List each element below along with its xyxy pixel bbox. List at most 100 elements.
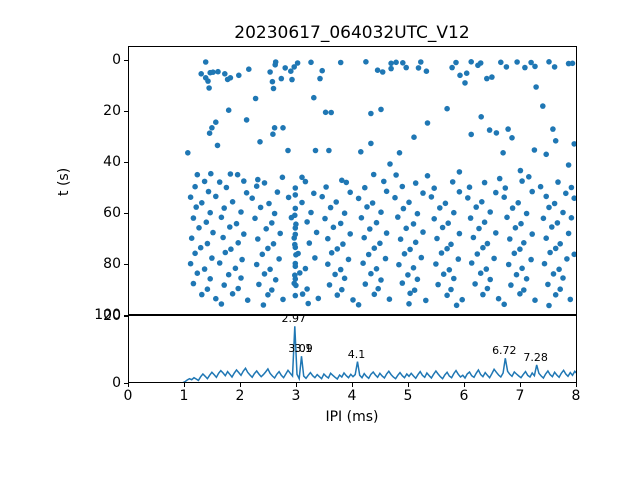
- scatter-point: [220, 234, 226, 241]
- scatter-point: [428, 194, 435, 200]
- scatter-point: [319, 193, 325, 200]
- scatter-point: [531, 147, 538, 153]
- scatter-point: [473, 204, 480, 210]
- peak-annotation: 6.72: [492, 344, 517, 358]
- scatter-point: [206, 85, 212, 91]
- scatter-ytick-label: 20: [103, 103, 121, 119]
- scatter-point: [474, 251, 481, 257]
- scatter-point: [369, 200, 376, 206]
- scatter-point: [308, 59, 314, 66]
- scatter-point: [554, 220, 561, 226]
- scatter-point: [543, 151, 549, 158]
- scatter-point: [337, 59, 344, 66]
- tick-mark: [296, 383, 297, 387]
- scatter-point: [207, 276, 213, 282]
- scatter-point: [434, 235, 440, 242]
- scatter-point: [400, 60, 406, 66]
- scatter-ytick-label: 40: [103, 154, 121, 170]
- scatter-point: [269, 78, 276, 85]
- peak-annotation: 2.97: [281, 312, 307, 326]
- scatter-point: [442, 200, 449, 207]
- scatter-point: [496, 175, 503, 182]
- scatter-point: [292, 241, 298, 248]
- scatter-point: [507, 236, 513, 242]
- scatter-point: [489, 74, 495, 80]
- scatter-point: [498, 59, 504, 66]
- scatter-point: [418, 59, 424, 65]
- scatter-point: [223, 184, 230, 191]
- scatter-point: [288, 68, 294, 74]
- scatter-point: [552, 292, 559, 298]
- peak-annotation: 4.1: [347, 347, 366, 361]
- scatter-ytick-label: 80: [103, 256, 121, 272]
- scatter-point: [216, 179, 223, 185]
- scatter-point: [505, 126, 511, 132]
- scatter-point: [508, 282, 514, 288]
- scatter-point: [484, 240, 491, 247]
- scatter-point: [343, 179, 350, 186]
- scatter-point: [480, 291, 486, 298]
- scatter-point: [407, 246, 413, 253]
- scatter-point: [289, 76, 295, 83]
- scatter-point: [418, 254, 425, 261]
- scatter-point: [260, 302, 267, 308]
- scatter-point: [424, 120, 431, 126]
- scatter-ytick-label: 100: [94, 307, 121, 323]
- scatter-point: [235, 285, 241, 292]
- scatter-point: [528, 59, 534, 66]
- scatter-point: [218, 301, 225, 307]
- scatter-point: [205, 188, 212, 195]
- scatter-point: [202, 59, 209, 65]
- scatter-point: [280, 125, 286, 131]
- scatter-point: [272, 277, 279, 283]
- scatter-point: [267, 69, 273, 75]
- scatter-point: [246, 66, 252, 72]
- scatter-point: [213, 193, 219, 200]
- scatter-point: [270, 241, 277, 247]
- scatter-point: [500, 150, 506, 156]
- scatter-point: [276, 256, 282, 262]
- scatter-point: [468, 260, 475, 266]
- scatter-point: [415, 65, 422, 71]
- scatter-point: [274, 189, 281, 195]
- scatter-point: [197, 244, 204, 251]
- scatter-point: [563, 190, 569, 197]
- scatter-point: [470, 234, 477, 241]
- scatter-point: [546, 302, 552, 309]
- tick-mark: [124, 316, 128, 317]
- scatter-point: [312, 147, 319, 154]
- scatter-point: [406, 199, 412, 206]
- scatter-point: [403, 225, 410, 232]
- scatter-point: [431, 216, 438, 222]
- scatter-point: [204, 240, 211, 247]
- tick-mark: [576, 383, 577, 387]
- scatter-point: [192, 183, 198, 190]
- scatter-point: [557, 286, 563, 292]
- scatter-plot-area: [128, 46, 577, 315]
- scatter-point: [210, 229, 216, 236]
- scatter-point: [552, 138, 559, 144]
- scatter-point: [571, 251, 576, 258]
- scatter-point: [378, 209, 384, 215]
- scatter-point: [555, 179, 561, 185]
- scatter-point: [266, 200, 272, 207]
- scatter-point: [214, 142, 221, 149]
- scatter-point: [257, 139, 263, 145]
- scatter-point: [444, 292, 450, 299]
- scatter-point: [438, 250, 445, 256]
- tick-mark: [124, 315, 128, 316]
- scatter-point: [466, 184, 473, 190]
- scatter-point: [221, 205, 227, 211]
- scatter-point: [362, 281, 369, 287]
- tick-mark: [464, 383, 465, 387]
- scatter-point: [453, 302, 460, 309]
- scatter-point: [355, 195, 362, 202]
- scatter-point: [205, 78, 211, 84]
- scatter-point: [412, 239, 419, 246]
- scatter-point: [371, 291, 378, 298]
- hist-xtick-label: 2: [235, 388, 245, 404]
- scatter-point: [526, 174, 532, 180]
- scatter-point: [401, 251, 408, 257]
- scatter-point: [379, 69, 386, 75]
